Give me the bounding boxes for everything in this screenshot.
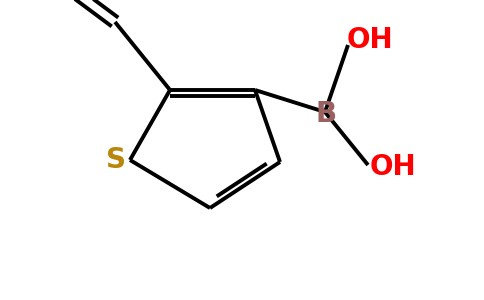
Text: B: B bbox=[316, 100, 336, 128]
Text: OH: OH bbox=[347, 26, 393, 54]
Text: O: O bbox=[55, 0, 79, 2]
Text: OH: OH bbox=[370, 153, 416, 181]
Text: S: S bbox=[106, 146, 126, 174]
